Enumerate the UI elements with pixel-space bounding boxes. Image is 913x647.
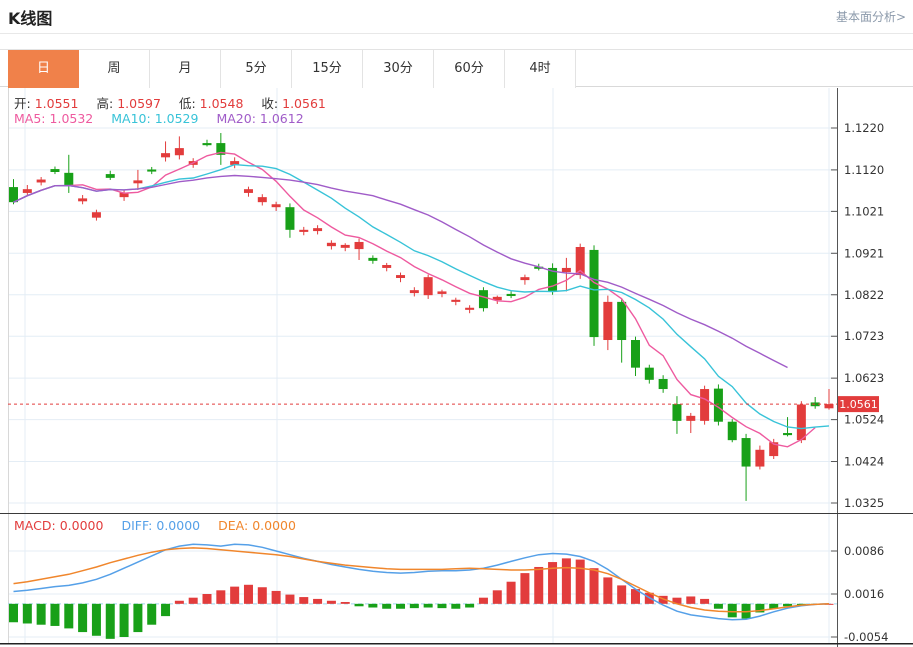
- page-title: K线图: [8, 9, 53, 28]
- price-axis: 1.1220 1.1120 1.1021 1.0921 1.0822 1.0723 1.06…: [831, 88, 884, 513]
- svg-text:1.1220: 1.1220: [844, 121, 884, 135]
- macd-label: MACD:: [14, 518, 56, 533]
- svg-text:0.0086: 0.0086: [844, 544, 884, 558]
- macd-chart[interactable]: 0.0086 0.0016 -0.0054: [0, 513, 913, 647]
- dea-line: [13, 547, 830, 613]
- svg-text:0.0016: 0.0016: [844, 587, 884, 601]
- candles: [9, 133, 834, 501]
- low-value: 1.0548: [199, 96, 244, 111]
- tab-月[interactable]: 月: [150, 50, 221, 88]
- fundamental-analysis-link[interactable]: 基本面分析>: [835, 10, 906, 24]
- svg-text:1.0524: 1.0524: [844, 413, 884, 427]
- ma5-value: 1.0532: [49, 111, 94, 126]
- ohlc-legend: 开: 1.0551 高: 1.0597 低: 1.0548 收: 1.0561: [14, 93, 344, 112]
- macd-value: 0.0000: [59, 518, 104, 533]
- ma10-value: 1.0529: [154, 111, 199, 126]
- svg-text:1.0424: 1.0424: [844, 455, 884, 469]
- high-value: 1.0597: [117, 96, 161, 111]
- svg-text:1.0822: 1.0822: [844, 288, 884, 302]
- tab-5分[interactable]: 5分: [221, 50, 292, 88]
- current-price-tag: 1.0561: [838, 396, 879, 413]
- period-tab-bar: 日周月 5分 15分 30分 60分 4时: [0, 49, 913, 88]
- svg-text:1.0325: 1.0325: [844, 496, 884, 510]
- tab-60分[interactable]: 60分: [434, 50, 505, 88]
- open-label: 开:: [14, 96, 31, 111]
- tab-15分[interactable]: 15分: [292, 50, 363, 88]
- macd-gridlines: [8, 514, 837, 643]
- svg-text:1.1120: 1.1120: [844, 163, 884, 177]
- svg-text:1.0921: 1.0921: [844, 246, 884, 260]
- ma5-label: MA5:: [14, 111, 46, 126]
- svg-text:1.1021: 1.1021: [844, 204, 884, 218]
- ma10-label: MA10:: [111, 111, 151, 126]
- close-label: 收:: [261, 96, 279, 111]
- candlestick-chart[interactable]: 1.1220 1.1120 1.1021 1.0921 1.0822 1.0723 1.06…: [0, 88, 913, 513]
- ma-legend: MA5: 1.0532 MA10: 1.0529 MA20: 1.0612: [14, 111, 322, 126]
- dea-value: 0.0000: [252, 518, 296, 533]
- close-value: 1.0561: [282, 96, 326, 111]
- price-gridlines: [8, 88, 837, 513]
- tab-30分[interactable]: 30分: [363, 50, 434, 88]
- macd-legend: MACD: 0.0000 DIFF: 0.0000 DEA: 0.0000: [14, 518, 314, 533]
- ma20-value: 1.0612: [259, 111, 304, 126]
- ma20-line: [13, 174, 788, 369]
- diff-value: 0.0000: [156, 518, 201, 533]
- dea-label: DEA:: [218, 518, 249, 533]
- diff-line: [13, 543, 830, 621]
- ma20-label: MA20:: [216, 111, 256, 126]
- tab-4时[interactable]: 4时: [505, 50, 576, 88]
- tab-日[interactable]: 日: [8, 50, 79, 88]
- open-value: 1.0551: [34, 96, 79, 111]
- ma10-line: [13, 163, 830, 430]
- svg-text:-0.0054: -0.0054: [844, 630, 888, 644]
- high-label: 高:: [96, 96, 114, 111]
- low-label: 低:: [178, 96, 196, 111]
- title-divider: [0, 33, 913, 34]
- diff-label: DIFF:: [121, 518, 153, 533]
- tab-周[interactable]: 周: [79, 50, 150, 88]
- macd-axis: 0.0086 0.0016 -0.0054: [831, 513, 888, 647]
- svg-text:1.0561: 1.0561: [839, 398, 878, 411]
- svg-text:1.0723: 1.0723: [844, 329, 884, 343]
- svg-text:1.0623: 1.0623: [844, 371, 884, 385]
- macd-histogram: [9, 558, 834, 639]
- ma5-line: [13, 151, 816, 448]
